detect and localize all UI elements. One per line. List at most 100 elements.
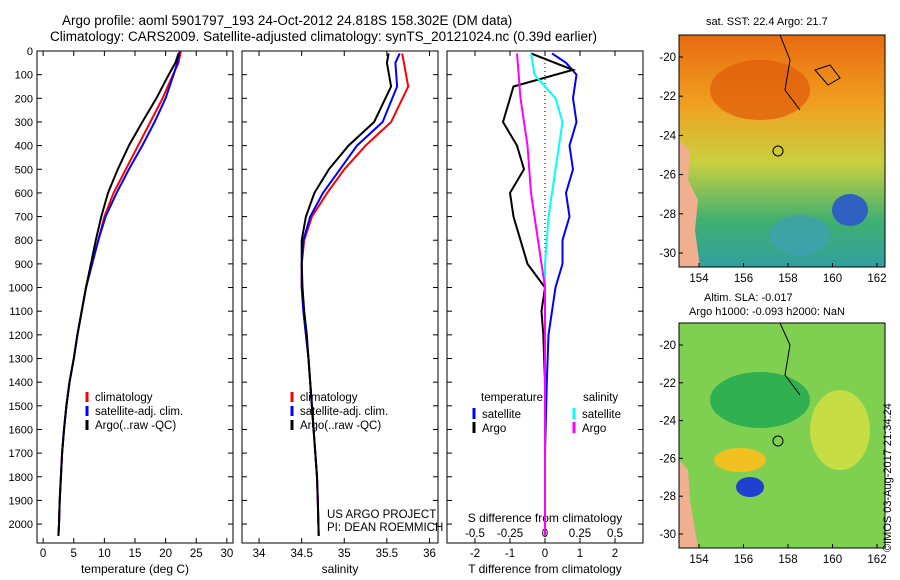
- map-x-tick-label: 156: [734, 273, 753, 285]
- map-y-tick-label: -20: [659, 52, 676, 64]
- sla-map-frame: [678, 322, 886, 549]
- sst-coastline: [779, 35, 801, 111]
- temperature-panel: 0100200300400500600700800900100011001200…: [9, 46, 234, 576]
- legend-label: satellite: [482, 409, 521, 421]
- map-x-tick-label: 154: [689, 554, 709, 566]
- y-tick-label: 1100: [9, 306, 33, 318]
- map-y-tick-label: -28: [659, 491, 676, 503]
- x-tick-label: 25: [190, 548, 203, 560]
- sst-patch: [770, 215, 830, 255]
- x-tick-label: 35.5: [376, 548, 398, 560]
- x-tick-label: 15: [129, 548, 142, 560]
- y-tick-label: 100: [15, 70, 33, 82]
- series-line-satellite-adj-clim-: [57, 50, 181, 536]
- x-tick-label: 20: [159, 548, 172, 560]
- sla-patch: [710, 372, 810, 428]
- sst-cool-patch: [832, 194, 868, 226]
- map-x-tick-label: 158: [778, 273, 797, 285]
- x-tick-label: -1: [505, 548, 515, 560]
- y-tick-label: 1400: [9, 377, 33, 389]
- sla-patch: [810, 390, 870, 470]
- s-tick-label: -0.25: [497, 528, 523, 540]
- map-y-tick-label: -26: [659, 453, 676, 465]
- legend-header-salinity: salinity: [583, 392, 618, 404]
- map-y-tick-label: -26: [659, 170, 676, 182]
- x-tick-label: 35: [338, 548, 351, 560]
- y-tick-label: 0: [27, 46, 33, 58]
- x-tick-label: 0: [40, 548, 46, 560]
- sst-land: [679, 140, 700, 267]
- sst-reef-outline: [814, 64, 841, 86]
- x-tick-label: 5: [71, 548, 77, 560]
- map-y-tick-label: -22: [659, 378, 676, 390]
- y-tick-label: 300: [15, 117, 33, 129]
- difference-panel: -2 -1 0 1 2 T difference from climatology -0.5…: [446, 50, 644, 576]
- temperature-frame: [36, 50, 234, 544]
- series-line-argo-raw-qc-: [57, 53, 180, 536]
- x-tick-label: 0: [542, 548, 548, 560]
- sla-map-title-line2: Argo h1000: -0.093 h2000: NaN: [689, 306, 845, 318]
- map-x-tick-label: 160: [823, 554, 842, 566]
- y-tick-label: 400: [15, 141, 33, 153]
- map-y-tick-label: -22: [659, 91, 676, 103]
- project-annotation: PI: DEAN ROEMMICH: [327, 522, 443, 534]
- series-line-climatology: [300, 53, 410, 536]
- x-tick-label: 10: [98, 548, 111, 560]
- y-tick-label: 800: [15, 235, 33, 247]
- plot-title-line1: Argo profile: aoml 5901797_193 24-Oct-20…: [62, 13, 513, 28]
- plot-title-line2: Climatology: CARS2009. Satellite-adjuste…: [50, 29, 598, 44]
- series-line-s-satellite: [530, 53, 564, 536]
- legend-label: Argo(..raw -QC): [300, 420, 381, 432]
- x-tick-label: 1: [577, 548, 583, 560]
- y-tick-label: 200: [15, 93, 33, 105]
- map-y-tick-label: -24: [659, 416, 676, 428]
- x-tick-label: 36: [423, 548, 436, 560]
- sst-map: 154 156 158 160 162 -20 -22 -24 -26 -28 -30: [659, 34, 887, 285]
- x-tick-label: 2: [612, 548, 618, 560]
- legend-label: Argo(..raw -QC): [95, 420, 176, 432]
- legend-label: satellite-adj. clim.: [95, 406, 183, 418]
- s-tick-label: 0.5: [607, 528, 623, 540]
- y-tick-label: 1500: [9, 401, 33, 413]
- argo-float-marker: [772, 435, 784, 447]
- argo-float-marker: [772, 145, 784, 157]
- project-annotation: US ARGO PROJECT: [327, 509, 436, 521]
- map-x-tick-label: 158: [778, 554, 797, 566]
- s-tick-label: 0.25: [569, 528, 591, 540]
- sla-coastline: [779, 323, 801, 396]
- y-tick-label: 1600: [9, 424, 33, 436]
- sst-map-title: sat. SST: 22.4 Argo: 21.7: [706, 16, 828, 28]
- temperature-xlabel: temperature (deg C): [81, 562, 189, 576]
- y-tick-label: 1200: [9, 330, 33, 342]
- map-x-tick-label: 156: [734, 554, 753, 566]
- y-tick-label: 900: [15, 259, 33, 271]
- y-tick-label: 1300: [9, 354, 33, 366]
- legend-header-temperature: temperature: [481, 392, 543, 404]
- s-tick-label: -0.5: [465, 528, 485, 540]
- y-tick-label: 1000: [9, 283, 33, 295]
- sla-low-patch: [736, 477, 764, 497]
- y-tick-label: 1800: [9, 472, 33, 484]
- map-y-tick-label: -24: [659, 130, 676, 142]
- sst-map-frame: [678, 34, 886, 268]
- legend-label: satellite: [582, 409, 621, 421]
- x-tick-label: 30: [220, 548, 233, 560]
- map-y-tick-label: -20: [659, 340, 676, 352]
- legend-label: Argo: [582, 423, 606, 435]
- series-line-s-argo: [516, 53, 546, 536]
- y-tick-label: 500: [15, 164, 33, 176]
- salinity-xlabel: salinity: [322, 562, 359, 576]
- map-x-tick-label: 162: [867, 554, 886, 566]
- map-y-tick-label: -30: [659, 248, 676, 260]
- y-tick-label: 700: [15, 212, 33, 224]
- sla-land: [679, 460, 698, 548]
- x-tick-label: -2: [470, 548, 480, 560]
- series-line-argo-raw-qc-: [300, 53, 393, 536]
- map-y-tick-label: -30: [659, 529, 676, 541]
- map-x-tick-label: 154: [689, 273, 709, 285]
- legend-label: climatology: [95, 392, 153, 404]
- legend-label: satellite-adj. clim.: [300, 406, 388, 418]
- salinity-frame: [241, 50, 439, 544]
- legend-label: climatology: [300, 392, 358, 404]
